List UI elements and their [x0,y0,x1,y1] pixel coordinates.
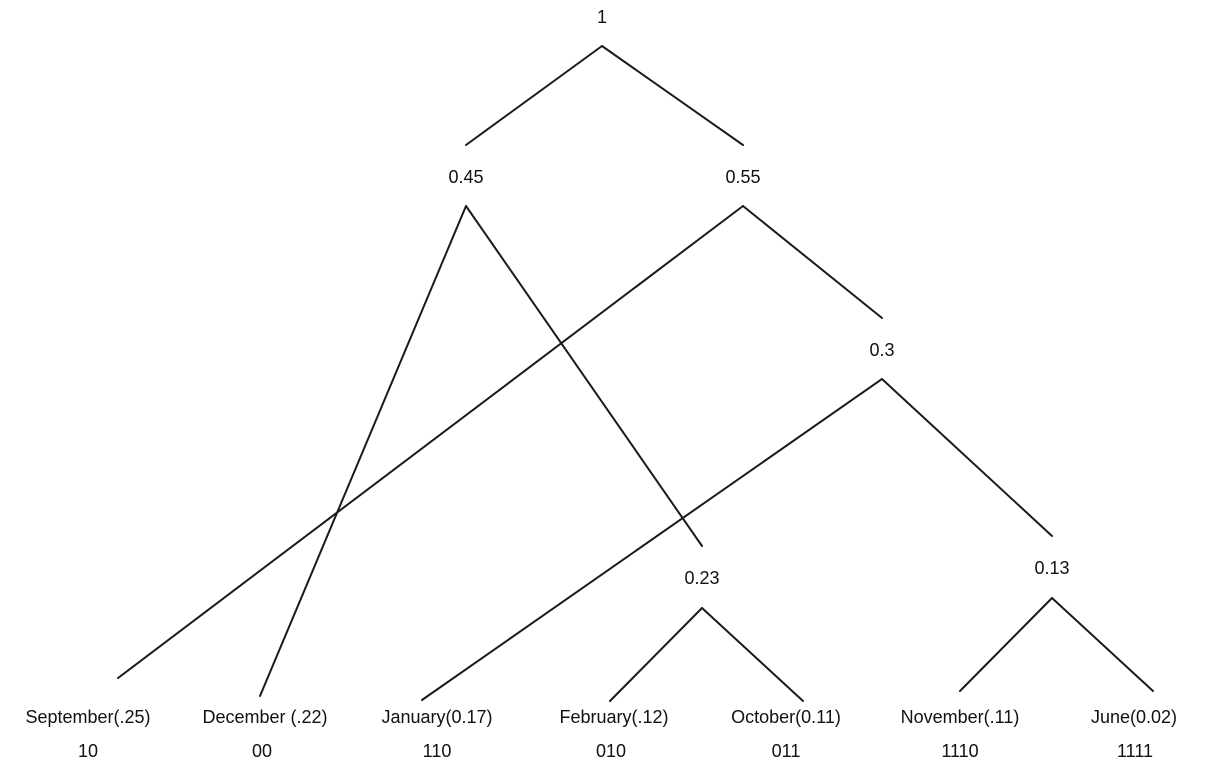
node-055-value: 0.55 [725,167,760,187]
edge-023-february [609,607,703,702]
leaf-code-september: 10 [78,741,98,761]
edge-03-013 [881,378,1053,537]
leaf-code-october: 011 [772,741,801,761]
leaf-codes: 10 00 110 010 011 1110 1111 [78,741,1153,761]
edge-055-september [117,205,744,679]
edge-013-june [1051,597,1154,692]
edge-root-045 [465,45,603,146]
node-03-value: 0.3 [869,340,894,360]
edge-013-november [959,597,1053,692]
leaf-label-october: October(0.11) [731,707,841,727]
leaf-labels: September(.25) December (.22) January(0.… [25,707,1177,727]
leaf-code-november: 1110 [941,741,978,761]
edge-045-023 [465,205,703,547]
edge-023-october [701,607,804,702]
edge-045-december [259,205,467,697]
leaf-label-june: June(0.02) [1091,707,1177,727]
edge-03-january [421,378,883,701]
leaf-label-november: November(.11) [901,707,1020,727]
leaf-label-september: September(.25) [25,707,150,727]
leaf-label-january: January(0.17) [381,707,492,727]
leaf-code-january: 110 [423,741,452,761]
node-023-value: 0.23 [684,568,719,588]
tree-edges [117,45,1154,702]
internal-nodes: 1 0.45 0.55 0.3 0.23 0.13 [448,7,1069,588]
leaf-code-june: 1111 [1117,741,1153,761]
edge-055-03 [742,205,883,319]
leaf-label-december: December (.22) [202,707,327,727]
leaf-code-december: 00 [252,741,272,761]
node-root-value: 1 [597,7,607,27]
leaf-code-february: 010 [596,741,626,761]
node-013-value: 0.13 [1034,558,1069,578]
leaf-label-february: February(.12) [559,707,668,727]
edge-root-055 [601,45,744,146]
node-045-value: 0.45 [448,167,483,187]
